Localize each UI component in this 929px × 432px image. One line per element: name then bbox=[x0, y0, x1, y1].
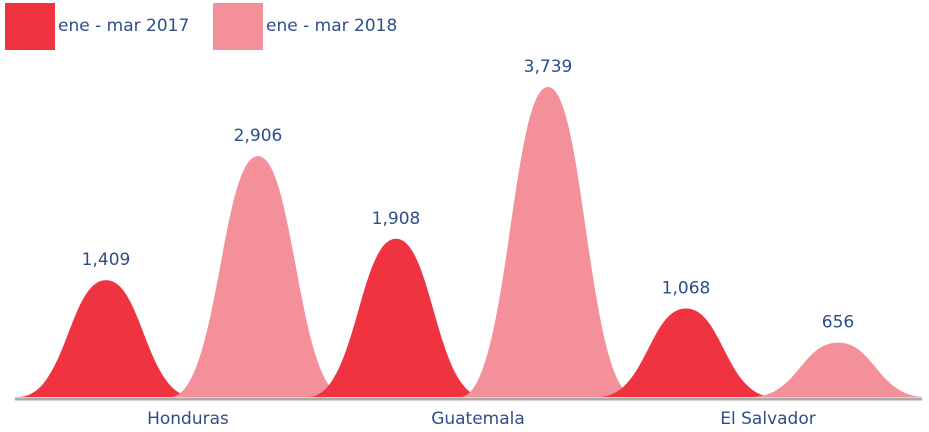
value-label: 3,739 bbox=[524, 57, 573, 77]
value-label: 1,068 bbox=[662, 278, 711, 298]
x-tick-label: El Salvador bbox=[720, 409, 815, 429]
value-label: 2,906 bbox=[234, 126, 283, 146]
value-label: 656 bbox=[822, 313, 854, 333]
legend-label: ene - mar 2017 bbox=[58, 16, 189, 36]
legend-swatch bbox=[5, 3, 55, 50]
legend-label: ene - mar 2018 bbox=[266, 16, 397, 36]
bell bbox=[18, 280, 194, 397]
bell bbox=[170, 156, 346, 397]
bell bbox=[308, 238, 484, 397]
x-tick-label: Honduras bbox=[147, 409, 229, 429]
value-label: 1,409 bbox=[82, 250, 131, 270]
bell bbox=[460, 87, 636, 397]
legend-swatch bbox=[213, 3, 263, 50]
x-tick-label: Guatemala bbox=[431, 409, 525, 429]
value-label: 1,908 bbox=[372, 209, 421, 229]
bell bbox=[598, 308, 774, 397]
bell bbox=[750, 342, 926, 397]
